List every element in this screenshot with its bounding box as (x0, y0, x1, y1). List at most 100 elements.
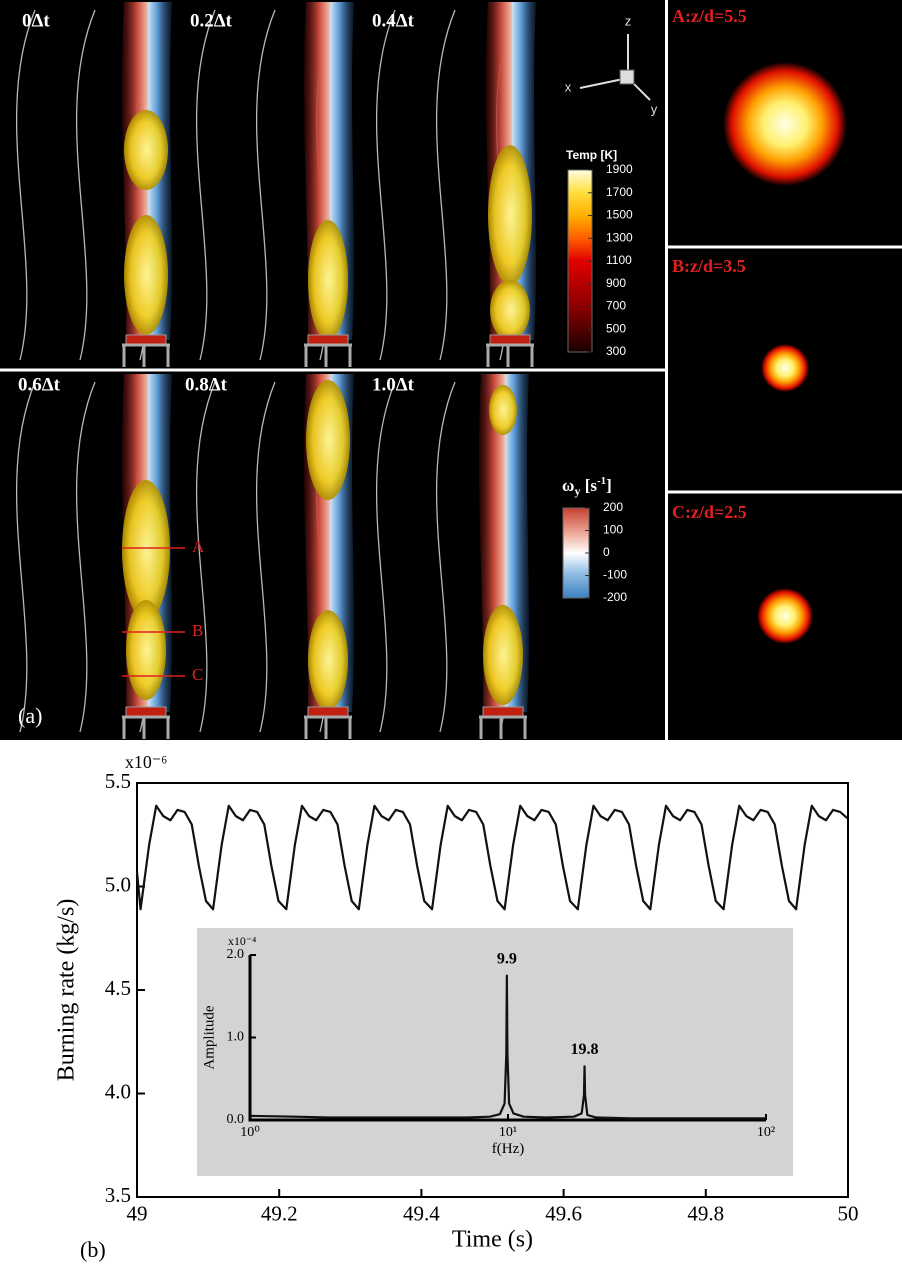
y-tick-label: 3.5 (105, 1183, 131, 1207)
colorbar-tick-label: -100 (603, 568, 627, 582)
colorbar-tick-label: 900 (606, 276, 626, 290)
colorbar-title-part: ω (562, 476, 574, 495)
probe-label: C (192, 665, 203, 684)
streamline (195, 381, 216, 733)
x-axis-label: Time (s) (452, 1227, 533, 1253)
flame (308, 610, 348, 710)
colorbar-tick-label: 1100 (606, 253, 632, 267)
slice-b (761, 344, 809, 392)
probe-label: A (192, 537, 205, 556)
burner-frame (304, 343, 352, 367)
x-tick-label: 49.2 (261, 1202, 298, 1226)
panel-label: (b) (80, 1237, 106, 1262)
slice-a (723, 62, 847, 186)
frame-label: 0Δt (22, 10, 50, 31)
flame (126, 600, 166, 700)
burner-frame (479, 715, 527, 739)
y-multiplier: x10⁻⁴ (228, 934, 256, 948)
flame (306, 380, 350, 500)
colorbar-tick-label: 0 (603, 545, 610, 559)
data-line (135, 804, 849, 911)
flame (124, 110, 168, 190)
colorbar-tick-label: 1700 (606, 185, 633, 199)
colorbar-tick-label: 700 (606, 299, 626, 313)
colorbar-tick-label: 1500 (606, 208, 633, 222)
axis-cube (619, 69, 635, 85)
peak-label: 19.8 (571, 1041, 599, 1058)
flame (490, 280, 530, 340)
y-axis-label: Amplitude (201, 1005, 217, 1070)
flame (124, 215, 168, 335)
axis-label: x (565, 79, 572, 94)
colorbar (562, 507, 590, 599)
y-tick-label: 0.0 (227, 1112, 245, 1127)
colorbar-title: ωy [s-1] (562, 475, 612, 498)
panel-label: (a) (18, 703, 42, 728)
streamline (375, 9, 396, 361)
axis-label: z (625, 13, 632, 28)
y-tick-label: 2.0 (227, 947, 245, 962)
burner-frame (304, 715, 352, 739)
y-tick-label: 1.0 (227, 1030, 245, 1045)
colorbar-tick-label: -200 (603, 590, 627, 604)
axis-label: y (651, 101, 658, 116)
colorbar-tick-label: 200 (603, 500, 623, 514)
streamline (255, 9, 276, 361)
frame-label: 1.0Δt (372, 374, 415, 395)
frame-label: 0.8Δt (185, 374, 228, 395)
x-tick-label: 49.8 (687, 1202, 724, 1226)
x-axis-label: f(Hz) (492, 1141, 524, 1157)
x-tick-label: 10¹ (499, 1125, 517, 1140)
x-tick-label: 49 (127, 1202, 148, 1226)
inset-background (197, 928, 793, 1176)
flame (122, 480, 170, 620)
y-tick-label: 5.0 (105, 872, 131, 896)
x-tick-label: 10² (757, 1125, 775, 1140)
slice-c (757, 588, 813, 644)
frame-label: 0.6Δt (18, 374, 61, 395)
streamline (15, 381, 36, 733)
probe-label: B (192, 621, 203, 640)
flame (488, 145, 532, 285)
x-tick-label: 49.4 (403, 1202, 440, 1226)
streamline (75, 381, 96, 733)
x-tick-label: 49.6 (545, 1202, 582, 1226)
colorbar-title-part: ] (606, 476, 612, 495)
colorbar-title-part: y (574, 484, 580, 498)
y-tick-label: 4.5 (105, 976, 131, 1000)
y-multiplier: x10⁻⁶ (125, 752, 167, 772)
slice-title: B:z/d=3.5 (672, 256, 746, 276)
flame (489, 385, 517, 435)
slice-title: A:z/d=5.5 (672, 6, 747, 26)
streamline (15, 9, 36, 361)
flame (483, 605, 523, 705)
peak-label: 9.9 (497, 950, 517, 967)
streamline (375, 381, 396, 733)
streamline (75, 9, 96, 361)
burner-frame (486, 343, 534, 367)
burner-frame (122, 715, 170, 739)
streamline (195, 9, 216, 361)
colorbar-tick-label: 1900 (606, 162, 633, 176)
frame-label: 0.4Δt (372, 10, 415, 31)
colorbar-title-part: [s (580, 476, 597, 495)
colorbar-tick-label: 300 (606, 344, 626, 358)
x-tick-label: 50 (838, 1202, 859, 1226)
streamline (435, 9, 456, 361)
y-tick-label: 5.5 (105, 769, 131, 793)
colorbar-tick-label: 100 (603, 523, 623, 537)
colorbar-tick-label: 1300 (606, 230, 633, 244)
burner-frame (122, 343, 170, 367)
colorbar-tick-label: 500 (606, 321, 626, 335)
x-tick-label: 10⁰ (240, 1125, 260, 1140)
slice-title: C:z/d=2.5 (672, 502, 747, 522)
frame-label: 0.2Δt (190, 10, 233, 31)
colorbar-title: Temp [K] (566, 148, 617, 162)
data-line (249, 974, 766, 1120)
colorbar-title-part: -1 (597, 475, 606, 487)
y-axis-label: Burning rate (kg/s) (54, 899, 80, 1082)
streamline (435, 381, 456, 733)
y-tick-label: 4.0 (105, 1079, 131, 1103)
flame (308, 220, 348, 340)
